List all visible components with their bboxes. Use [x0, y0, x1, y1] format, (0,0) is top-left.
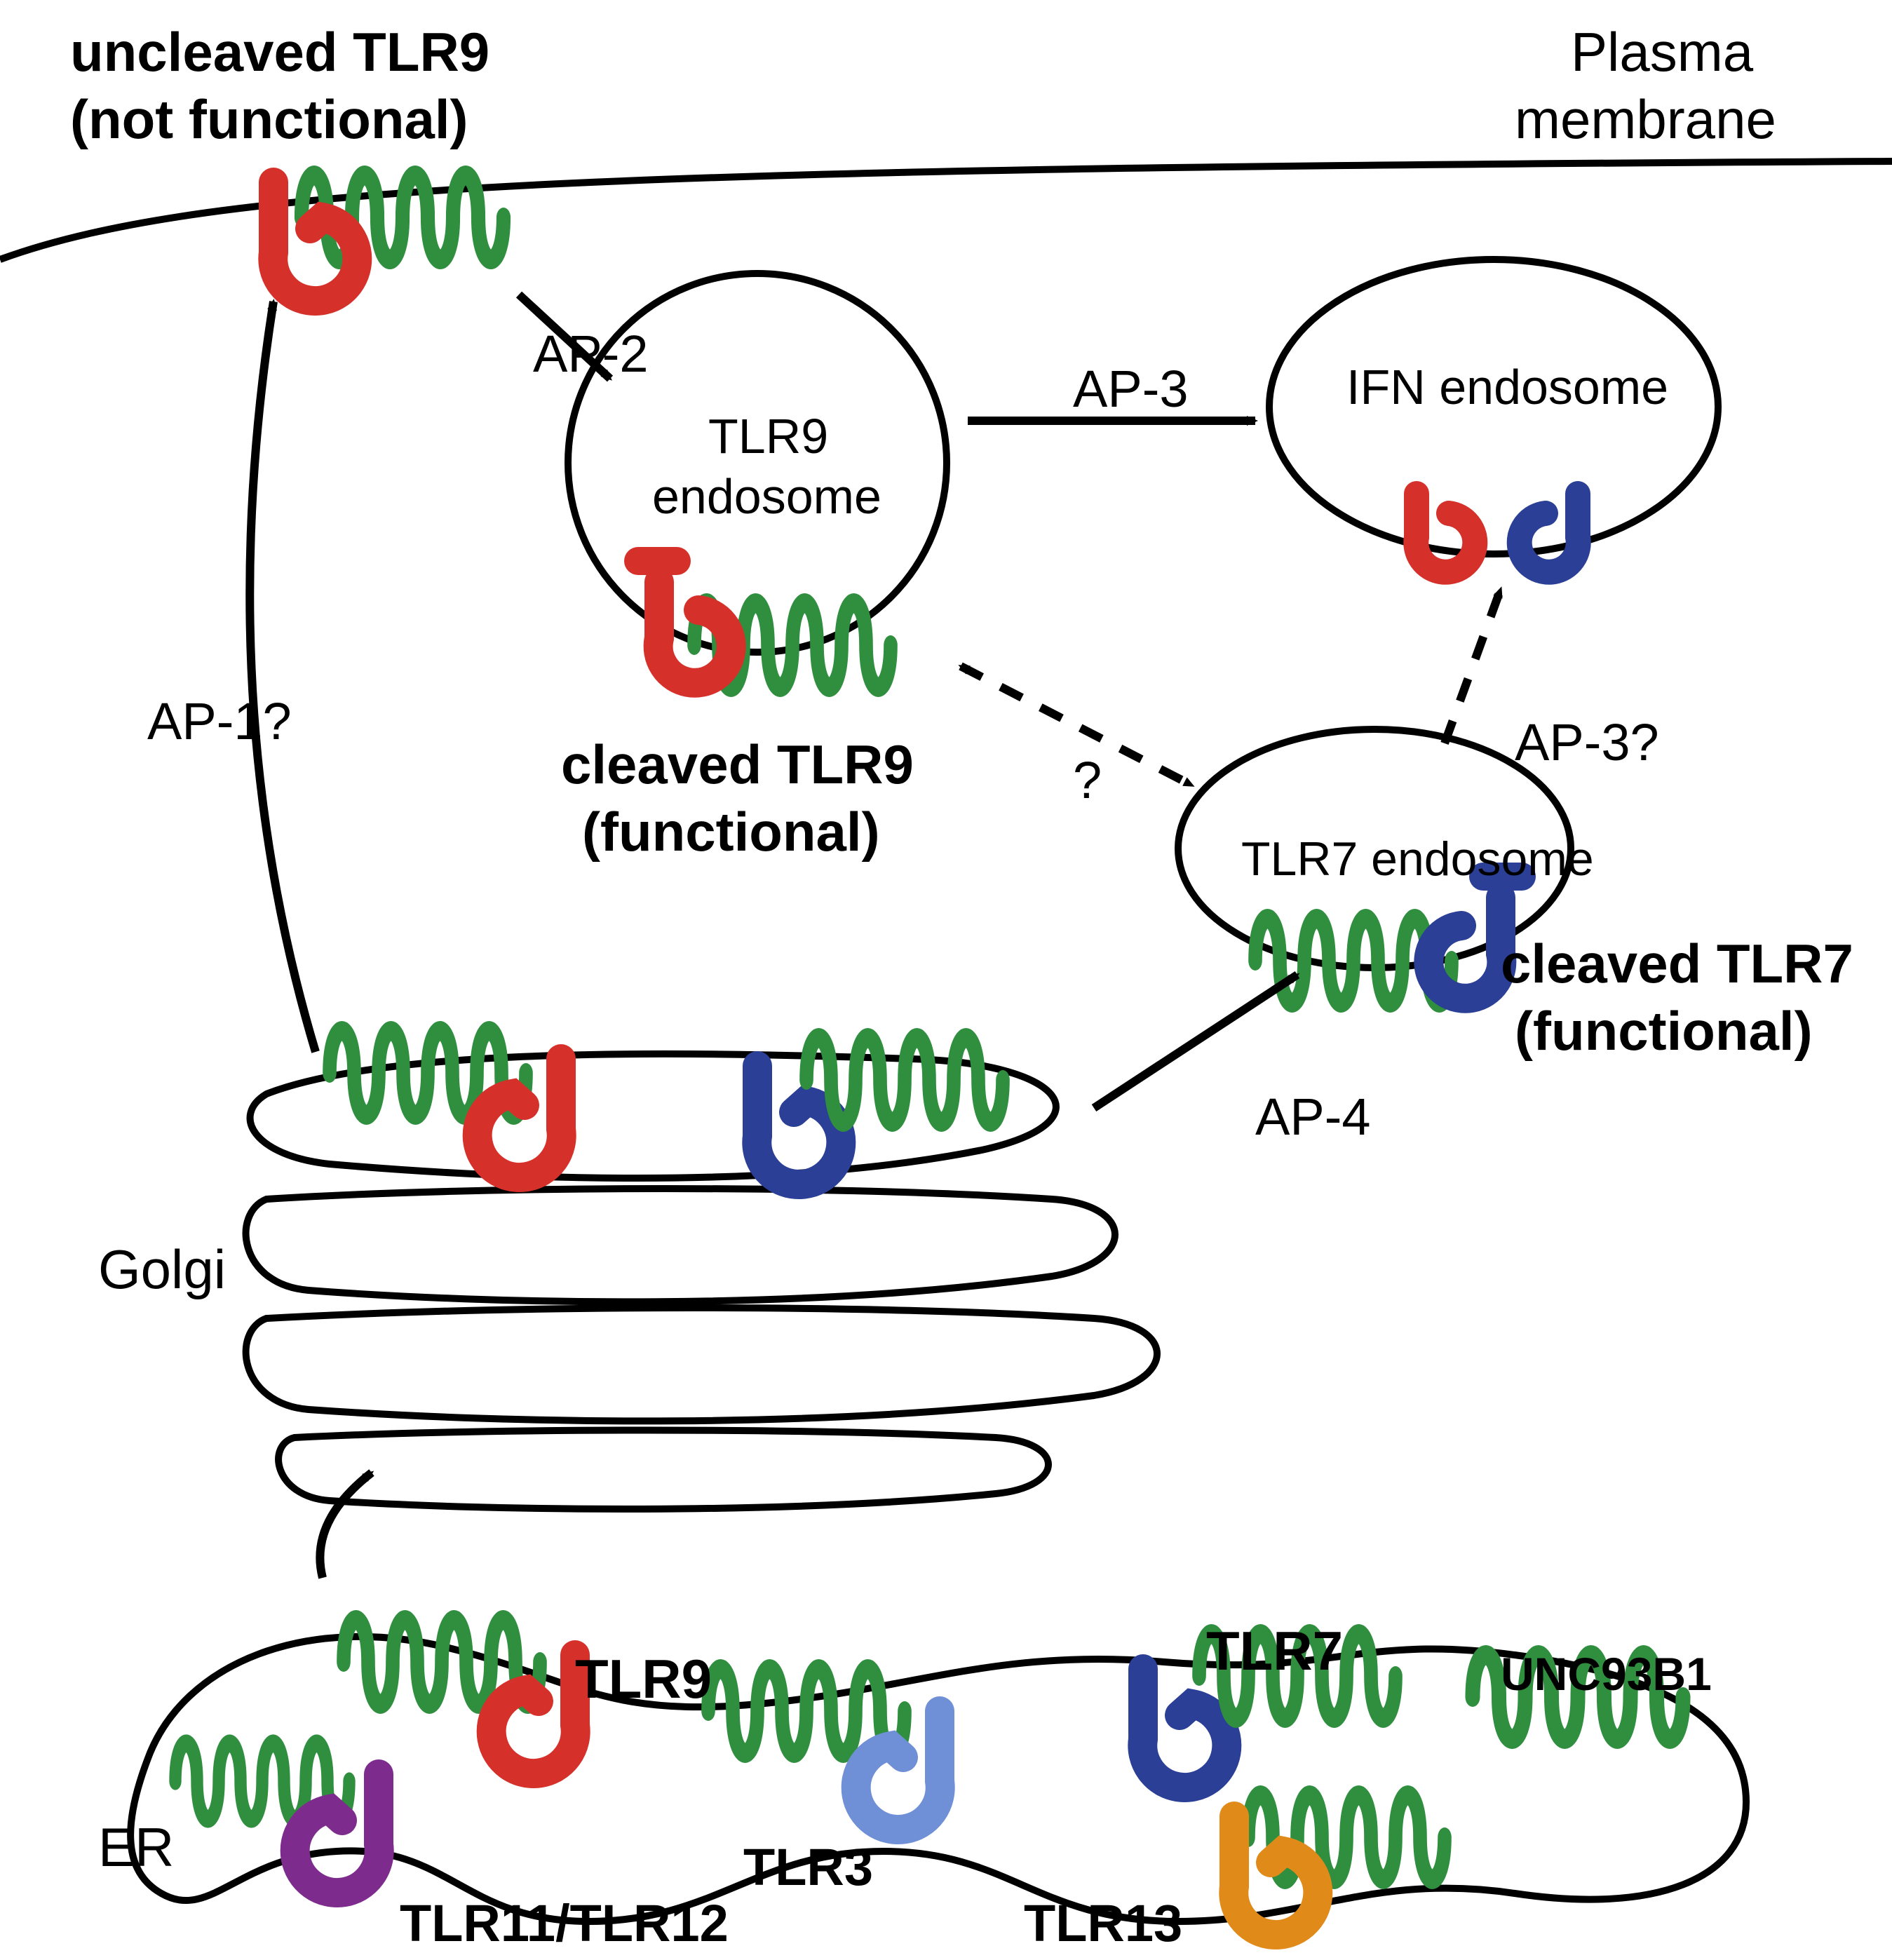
label-ifn-endosome: IFN endosome	[1346, 359, 1668, 416]
label-tlr13: TLR13	[1024, 1893, 1182, 1953]
er-tlr11-12	[175, 1743, 379, 1893]
label-ap3q: AP-3?	[1515, 712, 1659, 772]
ifn-endosome-receptors	[1416, 494, 1578, 572]
label-plasma-membrane-2: membrane	[1515, 88, 1776, 151]
label-tlr9-endosome-2: endosome	[652, 468, 881, 525]
label-plasma-membrane-1: Plasma	[1571, 21, 1753, 84]
label-cleaved-tlr9-2: (functional)	[582, 801, 880, 864]
er-golgi-arrow	[320, 1473, 372, 1578]
label-ap4: AP-4	[1255, 1087, 1371, 1147]
label-golgi: Golgi	[98, 1238, 226, 1302]
label-cleaved-tlr9-1: cleaved TLR9	[561, 734, 914, 797]
label-qmark: ?	[1073, 750, 1102, 810]
label-ap3: AP-3	[1073, 359, 1189, 419]
tlr7-endosome-complex	[1255, 877, 1522, 1003]
label-uncleaved-tlr9-2: (not functional)	[70, 88, 468, 151]
label-cleaved-tlr7-1: cleaved TLR7	[1501, 933, 1853, 996]
label-er: ER	[98, 1816, 174, 1879]
label-tlr7-endosome: TLR7 endosome	[1241, 832, 1594, 886]
label-tlr7: TLR7	[1206, 1620, 1343, 1683]
diagram-stage: uncleaved TLR9 (not functional) Plasma m…	[0, 0, 1892, 1960]
label-unc93b1: UNC93B1	[1501, 1648, 1712, 1701]
label-tlr3: TLR3	[743, 1837, 873, 1897]
er-tlr3	[708, 1669, 940, 1830]
label-ap1: AP-1?	[147, 691, 292, 751]
label-tlr11-12: TLR11/TLR12	[400, 1893, 729, 1953]
label-tlr9: TLR9	[575, 1648, 712, 1711]
label-cleaved-tlr7-2: (functional)	[1515, 1000, 1813, 1063]
ap1-arrow	[250, 302, 316, 1052]
golgi	[246, 1054, 1157, 1509]
label-tlr9-endosome-1: TLR9	[708, 408, 828, 465]
label-ap2: AP-2	[533, 324, 649, 384]
label-uncleaved-tlr9-1: uncleaved TLR9	[70, 21, 489, 84]
ap3q-arrow	[1445, 589, 1501, 743]
golgi-tlr9-complex	[330, 1031, 562, 1177]
er-tlr9	[344, 1620, 576, 1773]
